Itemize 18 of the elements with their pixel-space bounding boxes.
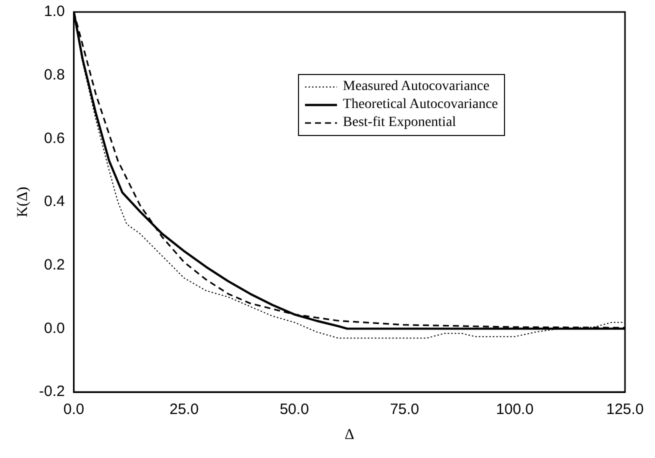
legend-label: Best-fit Exponential — [342, 114, 456, 132]
x-axis-title: Δ — [344, 426, 355, 443]
y-tick-label: 0.0 — [44, 320, 65, 337]
x-tick-label: 25.0 — [169, 401, 199, 418]
y-tick-label: 0.4 — [44, 193, 65, 210]
y-tick-label: -0.2 — [38, 383, 65, 400]
y-tick-label: 1.0 — [44, 3, 65, 20]
x-tick-label: 50.0 — [280, 401, 309, 418]
x-tick-label: 0.0 — [63, 401, 84, 418]
y-axis-title: K(Δ) — [14, 186, 31, 218]
x-tick-label: 100.0 — [496, 401, 534, 418]
y-tick-label: 0.2 — [44, 256, 65, 274]
y-tick-label: 0.8 — [44, 66, 65, 84]
legend-label: Theoretical Autocovariance — [342, 96, 498, 114]
x-tick-label: 75.0 — [390, 401, 420, 418]
legend-label: Measured Autocovariance — [342, 78, 490, 96]
x-tick-label: 125.0 — [606, 401, 644, 418]
y-tick-label: 0.6 — [44, 130, 65, 147]
